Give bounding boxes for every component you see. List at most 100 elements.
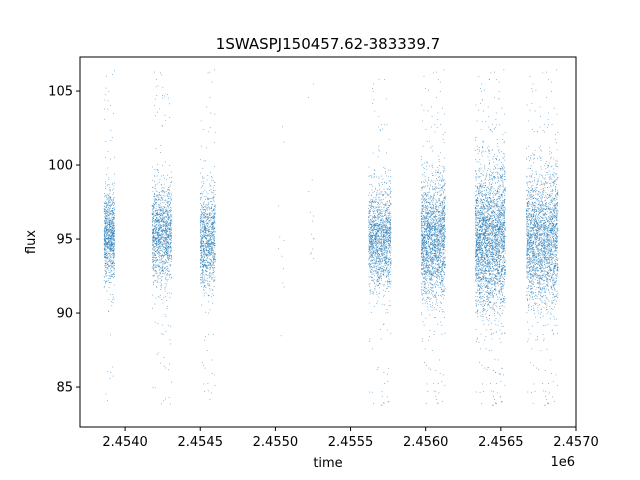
data-point [210, 252, 212, 253]
data-point [163, 246, 165, 248]
data-point [105, 240, 107, 242]
data-point [105, 215, 107, 217]
data-point [384, 222, 386, 223]
data-point [105, 215, 106, 217]
data-point [104, 227, 106, 229]
data-point [213, 247, 215, 249]
data-point [213, 270, 214, 272]
data-point [158, 248, 160, 250]
data-point [373, 229, 374, 231]
data-point [370, 260, 372, 262]
data-point [167, 255, 169, 257]
data-point [112, 251, 114, 252]
data-point [203, 227, 205, 228]
data-point [387, 215, 389, 217]
data-point [373, 306, 375, 307]
data-point [386, 263, 387, 264]
data-point [209, 281, 211, 283]
data-point [111, 263, 112, 264]
data-point [207, 230, 208, 231]
data-point [113, 216, 115, 218]
data-point [378, 235, 380, 237]
data-point [385, 245, 386, 247]
data-point [171, 255, 172, 257]
data-point [160, 250, 162, 251]
data-point [167, 292, 169, 294]
data-point [383, 274, 385, 276]
data-point [382, 195, 384, 197]
data-point [434, 283, 435, 285]
data-point [387, 236, 389, 238]
data-point [105, 141, 107, 142]
data-point [388, 200, 390, 202]
data-point [214, 261, 216, 263]
data-point [113, 192, 114, 194]
data-point [113, 238, 114, 240]
data-point [375, 285, 376, 287]
data-point [378, 214, 380, 215]
data-point [387, 283, 388, 285]
data-point [209, 262, 211, 264]
data-point [202, 193, 203, 195]
data-point [434, 241, 436, 243]
data-point [156, 228, 157, 230]
data-point [207, 284, 209, 286]
data-point [201, 213, 202, 215]
data-point [113, 224, 115, 226]
data-point [388, 268, 390, 270]
data-point [211, 231, 212, 232]
data-point [426, 212, 427, 213]
data-point [111, 219, 113, 220]
data-point [211, 260, 212, 262]
data-point [157, 246, 159, 248]
data-point [105, 156, 107, 158]
data-point [380, 253, 382, 254]
data-point [283, 286, 285, 288]
data-point [208, 235, 210, 237]
data-point [111, 245, 113, 247]
data-point [370, 204, 372, 206]
data-point [388, 281, 390, 282]
data-point [155, 262, 157, 264]
data-point [155, 148, 157, 150]
data-point [201, 243, 203, 244]
data-point [200, 193, 201, 194]
data-point [372, 271, 374, 273]
data-point [371, 176, 373, 178]
data-point [390, 263, 392, 265]
data-point [154, 228, 155, 230]
data-point [214, 253, 216, 255]
data-point [210, 265, 212, 267]
data-point [380, 276, 382, 278]
data-point [170, 259, 172, 260]
data-point [159, 242, 161, 243]
data-point [214, 279, 216, 281]
data-point [384, 240, 386, 242]
data-point [374, 266, 376, 268]
data-point [212, 228, 213, 230]
data-point [444, 208, 446, 210]
data-point [105, 209, 107, 210]
data-point [107, 230, 109, 232]
data-point [167, 279, 169, 280]
data-point [375, 270, 377, 272]
data-point [159, 178, 161, 180]
data-point [389, 263, 391, 265]
data-point [433, 213, 435, 215]
data-point [155, 184, 157, 186]
data-point [105, 230, 107, 232]
data-point [160, 255, 162, 257]
data-point [165, 190, 167, 192]
data-point [371, 272, 373, 274]
data-point [369, 221, 371, 223]
data-point [382, 257, 384, 259]
data-point [213, 274, 215, 276]
data-point [202, 264, 204, 266]
data-point [205, 228, 206, 230]
data-point [214, 256, 216, 258]
data-point [153, 205, 155, 207]
data-point [378, 234, 380, 236]
data-point [113, 238, 115, 240]
data-point [436, 178, 437, 179]
data-point [202, 208, 203, 210]
